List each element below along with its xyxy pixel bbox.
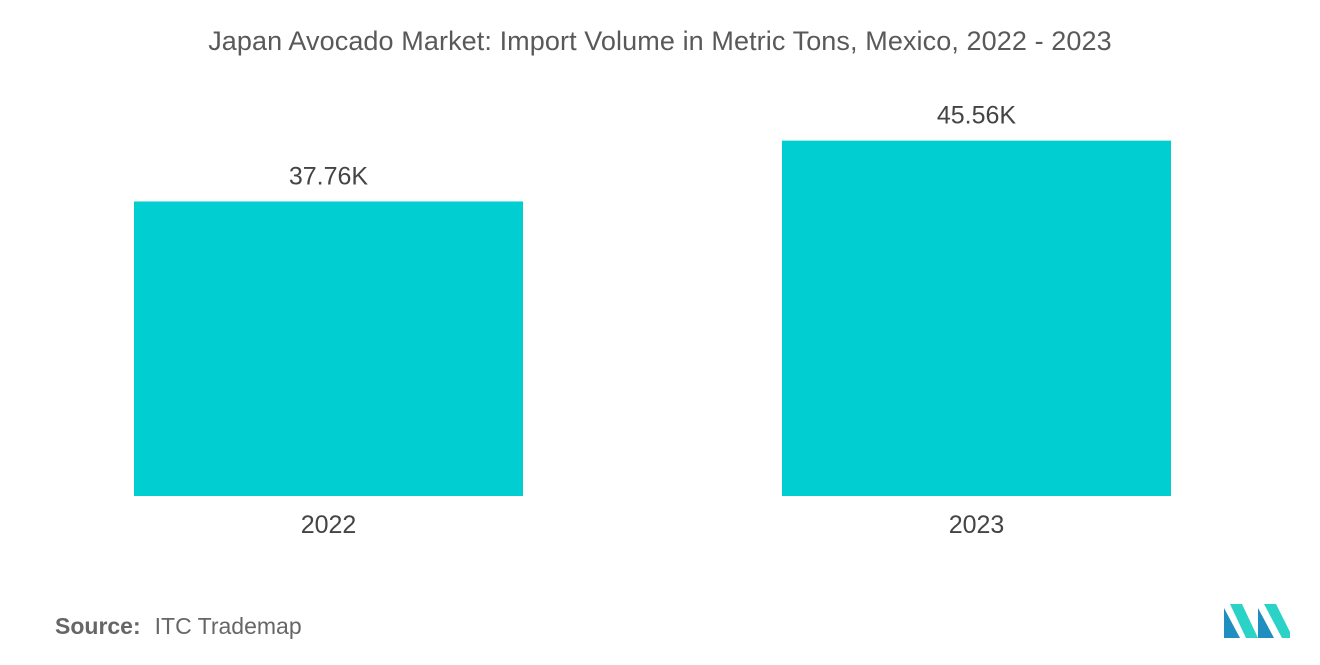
source-text: ITC Trademap bbox=[154, 613, 302, 639]
logo-mid-left-stroke bbox=[1230, 604, 1258, 638]
bar-chart: 37.76K 2022 45.56K 2023 bbox=[134, 102, 1171, 539]
logo-mid-right-stroke bbox=[1258, 608, 1274, 638]
x-tick-label-2023: 2023 bbox=[949, 511, 1005, 539]
source-note: Source: ITC Trademap bbox=[55, 613, 302, 640]
logo-right-stroke bbox=[1264, 604, 1290, 638]
x-tick-label-2022: 2022 bbox=[301, 511, 357, 539]
data-label-2022: 37.76K bbox=[289, 162, 369, 190]
bar-2023 bbox=[782, 140, 1171, 496]
logo-left-stroke bbox=[1224, 608, 1240, 638]
source-label: Source: bbox=[55, 613, 141, 639]
brand-logo-icon bbox=[1224, 604, 1290, 638]
bar-2022 bbox=[134, 201, 523, 497]
data-label-2023: 45.56K bbox=[937, 102, 1017, 130]
chart-title: Japan Avocado Market: Import Volume in M… bbox=[208, 26, 1112, 56]
